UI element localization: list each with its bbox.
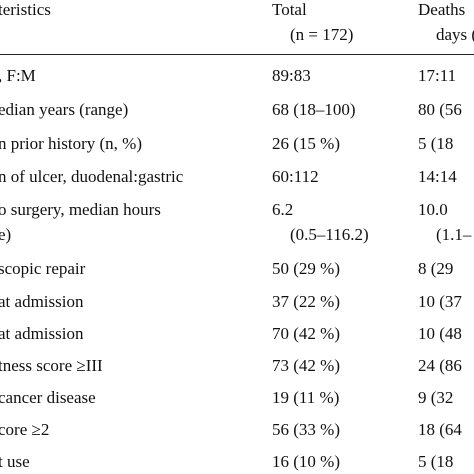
row-cell: 10.0 — [418, 200, 448, 219]
header-cell: (n = 172) — [290, 25, 354, 44]
row-cell: (0.5–116.2) — [290, 225, 369, 244]
header-cell: Deaths — [418, 0, 466, 19]
row-cell: 60:112 — [272, 167, 319, 186]
row-cell: 68 (18–100) — [272, 100, 356, 119]
row-label: at admission — [0, 292, 84, 311]
header-cell: days (n — [436, 25, 474, 44]
row-label: n prior history (n, %) — [0, 134, 143, 153]
row-cell: 9 (32 — [418, 388, 454, 407]
row-cell: 17:11 — [418, 66, 457, 85]
row-cell: 24 (86 — [418, 356, 462, 375]
row-label: , F:M — [0, 66, 36, 85]
row-label: n of ulcer, duodenal:gastric — [0, 167, 184, 186]
header-cell: Total — [272, 0, 307, 19]
header-cell: teristics — [0, 0, 51, 19]
row-cell: 26 (15 %) — [272, 134, 340, 153]
row-cell: (1.1– — [436, 225, 472, 244]
row-cell: 10 (48 — [418, 324, 462, 343]
row-label: core ≥2 — [0, 420, 50, 439]
row-label: tness score ≥III — [0, 356, 103, 375]
row-cell: 16 (10 %) — [272, 452, 340, 471]
row-cell: 5 (18 — [418, 134, 454, 153]
row-cell: 73 (42 %) — [272, 356, 340, 375]
row-cell: 56 (33 %) — [272, 420, 340, 439]
row-cell: 37 (22 %) — [272, 292, 340, 311]
row-cell: 10 (37 — [418, 292, 462, 311]
row-label: cancer disease — [0, 388, 96, 407]
row-cell: 19 (11 %) — [272, 388, 340, 407]
header-rule — [0, 54, 474, 55]
row-cell: 6.2 — [272, 200, 294, 219]
row-cell: 70 (42 %) — [272, 324, 340, 343]
row-label: scopic repair — [0, 259, 86, 278]
row-label: at admission — [0, 324, 84, 343]
row-cell: 80 (56 — [418, 100, 462, 119]
row-cell: 50 (29 %) — [272, 259, 340, 278]
row-cell: 5 (18 — [418, 452, 454, 471]
row-label: edian years (range) — [0, 100, 129, 119]
row-label: e) — [0, 225, 12, 244]
row-cell: 18 (64 — [418, 420, 462, 439]
row-label: o surgery, median hours — [0, 200, 161, 219]
row-cell: 8 (29 — [418, 259, 454, 278]
row-label: t use — [0, 452, 30, 471]
row-cell: 14:14 — [418, 167, 457, 186]
row-cell: 89:83 — [272, 66, 311, 85]
